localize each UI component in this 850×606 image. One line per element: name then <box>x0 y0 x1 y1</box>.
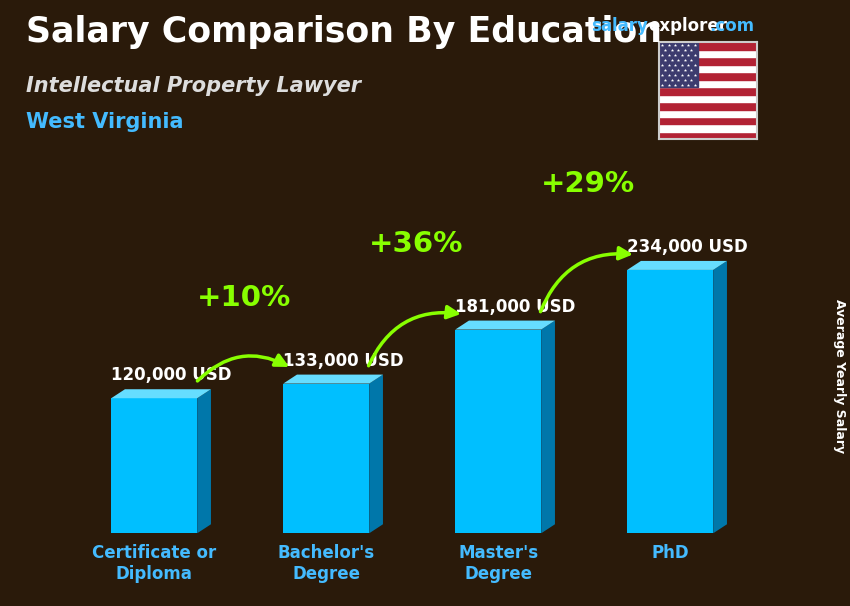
Text: salary: salary <box>591 17 648 35</box>
Text: +10%: +10% <box>196 284 291 311</box>
Text: .com: .com <box>710 17 755 35</box>
Bar <box>283 384 369 533</box>
Text: explorer: explorer <box>649 17 728 35</box>
Text: +36%: +36% <box>368 230 463 258</box>
Polygon shape <box>197 389 211 533</box>
Text: West Virginia: West Virginia <box>26 112 183 132</box>
Bar <box>456 330 541 533</box>
Polygon shape <box>713 261 727 533</box>
Polygon shape <box>627 261 727 270</box>
Text: 133,000 USD: 133,000 USD <box>283 352 404 370</box>
Polygon shape <box>369 375 383 533</box>
Polygon shape <box>659 42 698 87</box>
Text: +29%: +29% <box>541 170 635 198</box>
Text: 120,000 USD: 120,000 USD <box>111 367 232 384</box>
Text: Salary Comparison By Education: Salary Comparison By Education <box>26 15 661 49</box>
Polygon shape <box>541 321 555 533</box>
Bar <box>627 270 713 533</box>
Polygon shape <box>456 321 555 330</box>
Text: 234,000 USD: 234,000 USD <box>627 238 748 256</box>
Text: Average Yearly Salary: Average Yearly Salary <box>833 299 846 453</box>
Polygon shape <box>111 389 211 398</box>
Polygon shape <box>283 375 383 384</box>
Bar <box>111 398 197 533</box>
Text: Intellectual Property Lawyer: Intellectual Property Lawyer <box>26 76 360 96</box>
Text: 181,000 USD: 181,000 USD <box>456 298 575 316</box>
